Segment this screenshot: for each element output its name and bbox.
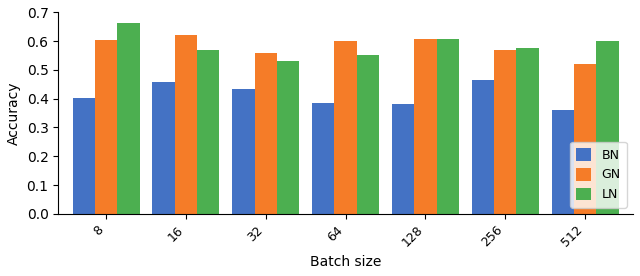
Bar [494,51,516,214]
Bar [574,64,596,214]
Legend: BN, GN, LN: BN, GN, LN [570,142,627,208]
Bar [436,39,459,214]
Y-axis label: Accuracy: Accuracy [7,81,21,145]
Bar [255,53,277,214]
Bar [277,61,300,214]
Bar [312,103,335,214]
Bar [552,110,574,214]
Bar [95,40,117,214]
Bar [516,48,539,214]
Bar [232,89,255,214]
Bar [357,55,379,214]
Bar [596,41,619,214]
Bar [392,104,414,214]
Bar [472,80,494,214]
Bar [197,51,220,214]
X-axis label: Batch size: Batch size [310,255,381,269]
Bar [152,82,175,214]
Bar [117,23,140,214]
Bar [72,98,95,214]
Bar [414,39,436,214]
Bar [175,35,197,214]
Bar [335,41,357,214]
